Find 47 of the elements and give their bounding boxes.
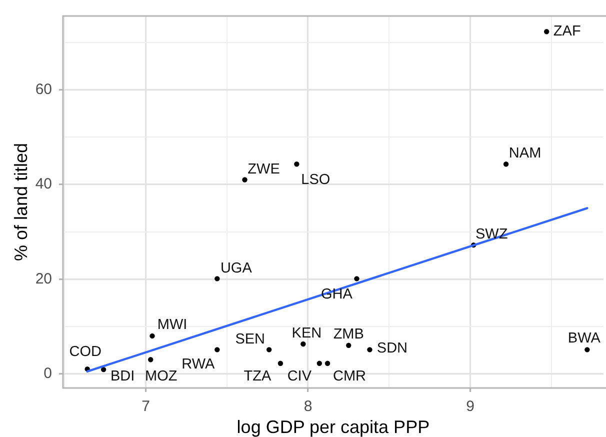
x-axis-title: log GDP per capita PPP (236, 416, 430, 437)
annotation: UGA (220, 260, 252, 277)
annotation: MWI (157, 317, 188, 334)
point (278, 360, 284, 366)
point (242, 177, 248, 182)
point (300, 341, 306, 347)
point (346, 342, 352, 348)
annotation: COD (69, 344, 102, 360)
annotation: CMR (333, 368, 366, 384)
annotation: SDN (376, 340, 408, 357)
annotation: LSO (301, 172, 330, 188)
point (584, 347, 590, 352)
annotation: RWA (182, 356, 216, 373)
annotation: ZAF (553, 24, 581, 40)
point (214, 347, 220, 352)
point (150, 333, 155, 339)
y-tick-label: 40 (35, 176, 52, 193)
point (544, 29, 550, 34)
annotation: TZA (244, 368, 272, 384)
annotation: BWA (568, 330, 601, 347)
annotation: KEN (292, 325, 322, 342)
x-tick-label: 7 (142, 398, 150, 416)
x-tick-label: 8 (304, 398, 312, 416)
point (316, 360, 322, 366)
point (354, 276, 360, 282)
x-tick-label: 9 (466, 398, 474, 416)
point (503, 162, 509, 167)
y-tick-label: 0 (44, 364, 52, 382)
annotation: GHA (321, 286, 353, 303)
point (100, 366, 106, 372)
point (148, 357, 154, 362)
annotation: ZMB (333, 326, 364, 343)
y-tick-label: 20 (35, 270, 52, 288)
annotation: NAM (508, 146, 542, 162)
annotation: ZWE (248, 161, 280, 178)
point (214, 276, 220, 282)
point (367, 347, 372, 352)
point (294, 162, 300, 167)
y-tick-label: 60 (35, 80, 52, 98)
annotation: CIV (287, 368, 312, 384)
point (266, 347, 272, 352)
y-axis-title: % of land titled (10, 142, 31, 262)
point (324, 360, 330, 366)
annotation: SEN (235, 332, 266, 348)
annotation: SWZ (475, 226, 508, 242)
annotation: MOZ (145, 368, 178, 385)
annotation: BDI (110, 368, 135, 385)
